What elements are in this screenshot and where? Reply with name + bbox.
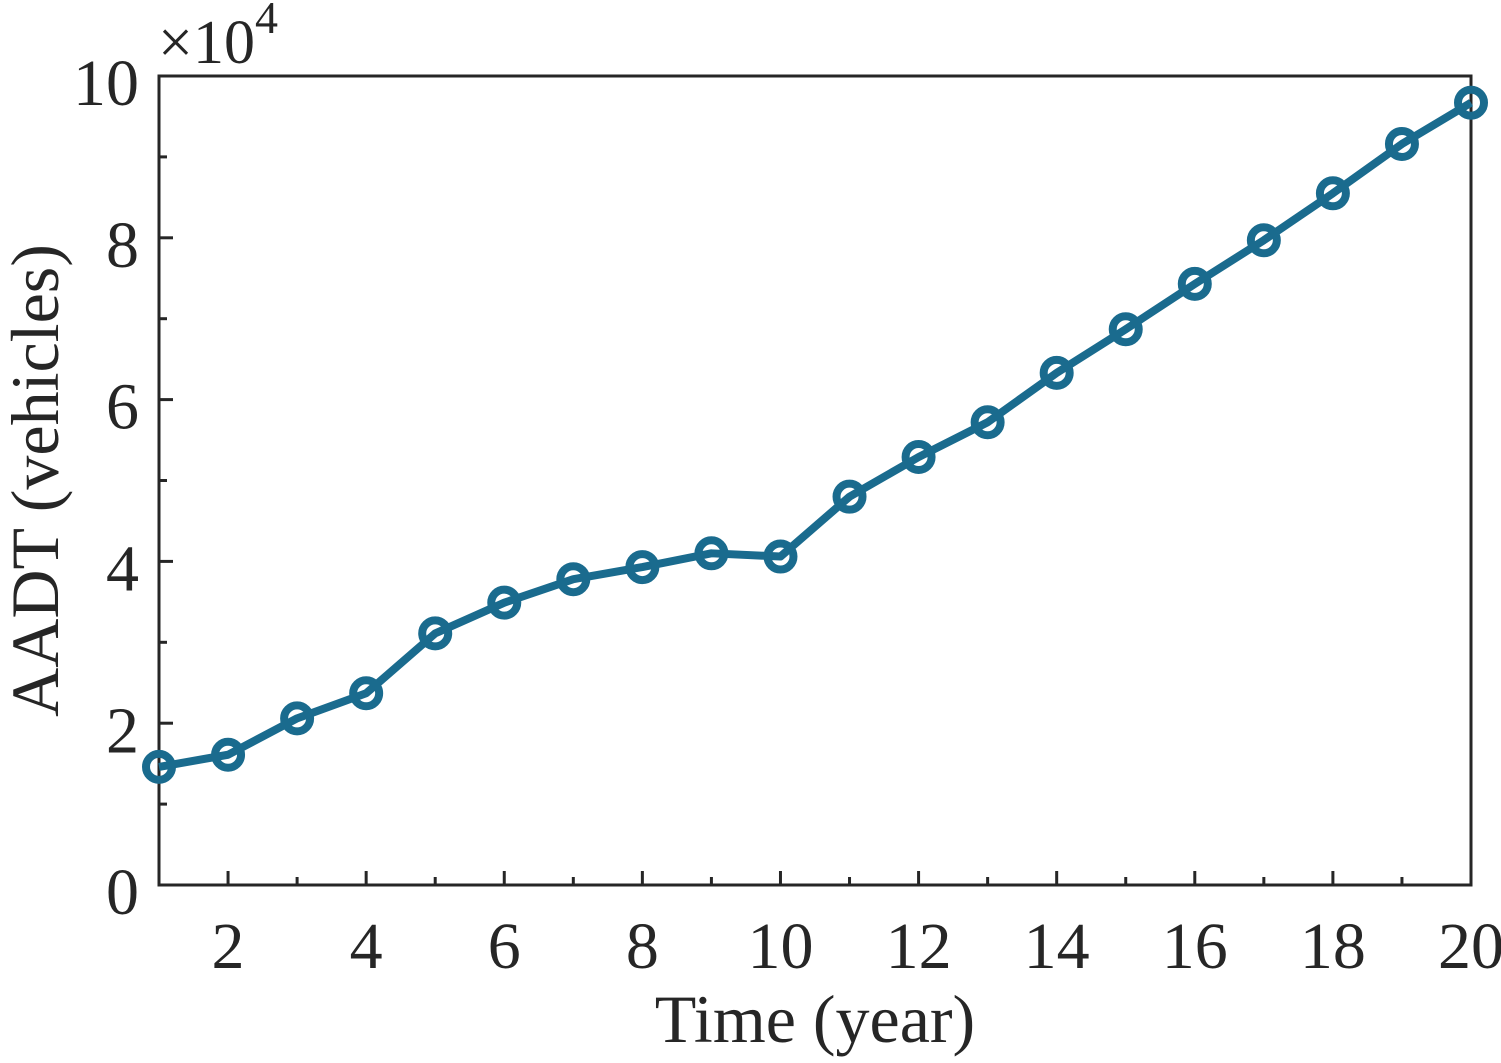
x-tick-label: 2: [212, 910, 245, 983]
y-axis-label: AADT (vehicles): [0, 244, 73, 717]
data-point-marker: [901, 440, 936, 475]
data-point-marker: [280, 701, 315, 736]
x-tick-label: 10: [747, 910, 813, 983]
data-point-marker: [1384, 126, 1419, 161]
y-axis-offset-label: ×104: [158, 0, 278, 77]
data-point-marker: [1454, 85, 1488, 120]
x-tick-label: 6: [488, 910, 521, 983]
data-point-marker: [211, 737, 246, 772]
x-tick-label: 16: [1162, 910, 1228, 983]
data-point-marker: [763, 539, 798, 574]
data-point-marker: [1246, 223, 1281, 258]
data-point-marker: [1177, 266, 1212, 301]
x-tick-label: 18: [1300, 910, 1366, 983]
data-point-marker: [694, 536, 729, 571]
data-point-marker: [1108, 312, 1143, 347]
y-tick-label: 6: [106, 371, 139, 444]
data-point-marker: [1315, 176, 1350, 211]
y-tick-label: 8: [106, 209, 139, 282]
x-tick-label: 14: [1024, 910, 1090, 983]
x-tick-label: 4: [350, 910, 383, 983]
data-point-marker: [970, 405, 1005, 440]
y-tick-label: 2: [106, 694, 139, 767]
x-tick-label: 12: [886, 910, 952, 983]
plot-frame: [157, 74, 1473, 887]
data-point-marker: [142, 749, 176, 784]
data-line: [158, 99, 1474, 771]
x-tick-label: 20: [1438, 910, 1501, 983]
y-tick-label: 0: [106, 856, 139, 929]
data-point-marker: [556, 562, 591, 597]
x-axis-label: Time (year): [655, 981, 975, 1057]
data-point-marker: [625, 550, 660, 585]
data-point-marker: [487, 585, 522, 620]
data-point-marker: [1039, 355, 1074, 390]
data-point-marker: [418, 616, 453, 651]
data-point-marker: [349, 676, 384, 711]
x-tick-label: 8: [626, 910, 659, 983]
y-tick-label: 10: [73, 47, 139, 120]
y-tick-label: 4: [106, 533, 139, 606]
data-point-marker: [832, 479, 867, 514]
